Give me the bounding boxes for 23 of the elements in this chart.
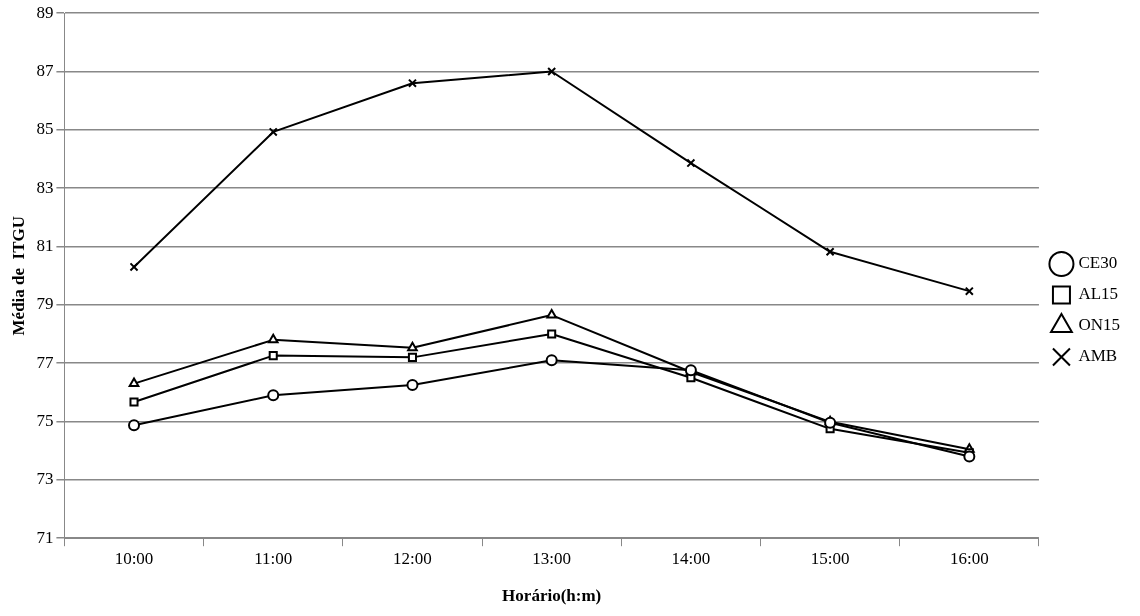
y-tick-label: 83 xyxy=(36,177,54,197)
x-tick-label: 16:00 xyxy=(949,548,989,568)
x-tick-label: 12:00 xyxy=(393,548,432,568)
y-tick-label: 71 xyxy=(36,527,54,547)
x-tick-label: 10:00 xyxy=(114,548,154,568)
y-axis-title: Média de ITGU xyxy=(8,215,28,336)
x-tick-label: 13:00 xyxy=(532,548,572,568)
y-tick-label: 79 xyxy=(36,294,54,314)
x-tick-label: 14:00 xyxy=(671,548,711,568)
legend-label: AL15 xyxy=(1078,284,1119,304)
x-tick-label: 15:00 xyxy=(810,548,850,568)
y-tick-label: 87 xyxy=(36,61,54,80)
y-tick-label: 81 xyxy=(36,236,54,255)
legend-label: CE30 xyxy=(1078,253,1118,273)
y-tick-label: 77 xyxy=(36,352,54,372)
y-tick-label: 85 xyxy=(36,119,54,139)
x-tick-label: 11:00 xyxy=(254,548,293,568)
y-tick-label: 73 xyxy=(36,469,54,489)
legend-label: AMB xyxy=(1078,346,1118,366)
y-tick-label: 75 xyxy=(36,411,54,430)
legend-label: ON15 xyxy=(1078,315,1121,335)
y-tick-label: 89 xyxy=(36,2,54,22)
x-axis-title: Horário(h:m) xyxy=(502,586,602,606)
